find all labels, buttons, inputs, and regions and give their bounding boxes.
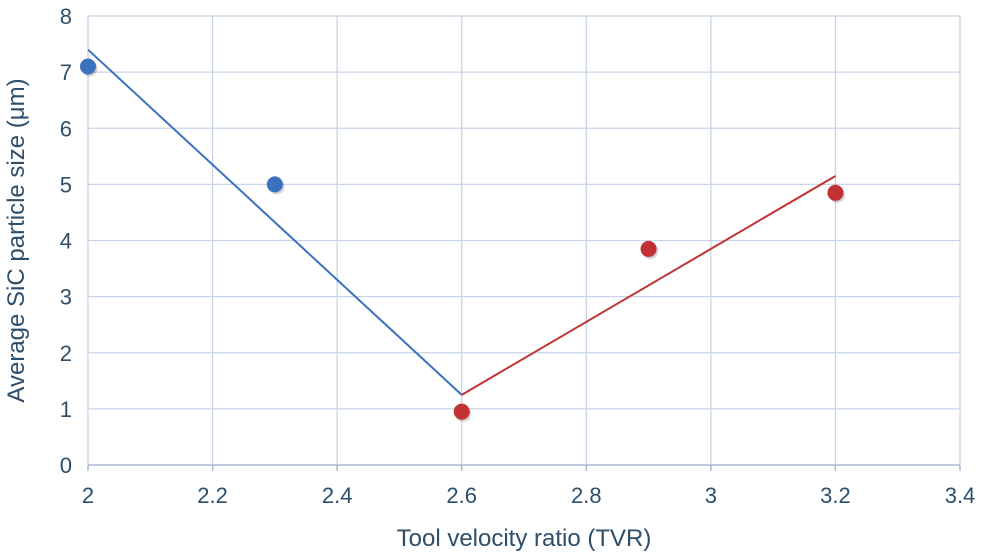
y-axis-title: Average SiC particle size (μm) <box>3 78 30 402</box>
x-axis-title: Tool velocity ratio (TVR) <box>397 525 652 552</box>
y-tick-label: 0 <box>60 453 72 478</box>
y-tick-label: 4 <box>60 229 72 254</box>
trendlines <box>87 48 836 396</box>
trendline-series-2 <box>461 175 836 396</box>
tick-labels: 2 2.2 2.4 2.6 2.8 3 3.2 3.4 0 1 2 3 4 5 6 7 8 <box>60 4 976 508</box>
y-tick-label: 1 <box>60 397 72 422</box>
y-tick-label: 6 <box>60 116 72 141</box>
data-point <box>266 176 283 193</box>
x-tick-label: 2 <box>82 483 94 508</box>
x-tick-label: 2.6 <box>446 483 477 508</box>
y-tick-label: 2 <box>60 341 72 366</box>
trendline-series-1 <box>87 48 463 396</box>
data-point <box>453 403 470 420</box>
data-point <box>640 240 657 257</box>
y-tick-label: 8 <box>60 4 72 29</box>
y-tick-label: 3 <box>60 285 72 310</box>
x-tick-label: 3 <box>705 483 717 508</box>
x-tick-label: 2.8 <box>571 483 602 508</box>
y-tick-label: 5 <box>60 172 72 197</box>
data-points <box>80 58 845 422</box>
data-point <box>827 184 844 201</box>
x-tick-label: 3.2 <box>820 483 851 508</box>
axes <box>87 464 961 471</box>
x-tick-label: 2.2 <box>197 483 228 508</box>
x-tick-label: 3.4 <box>945 483 976 508</box>
data-point <box>80 58 96 75</box>
x-tick-label: 2.4 <box>322 483 353 508</box>
y-tick-label: 7 <box>60 60 72 85</box>
gridlines <box>87 15 961 465</box>
